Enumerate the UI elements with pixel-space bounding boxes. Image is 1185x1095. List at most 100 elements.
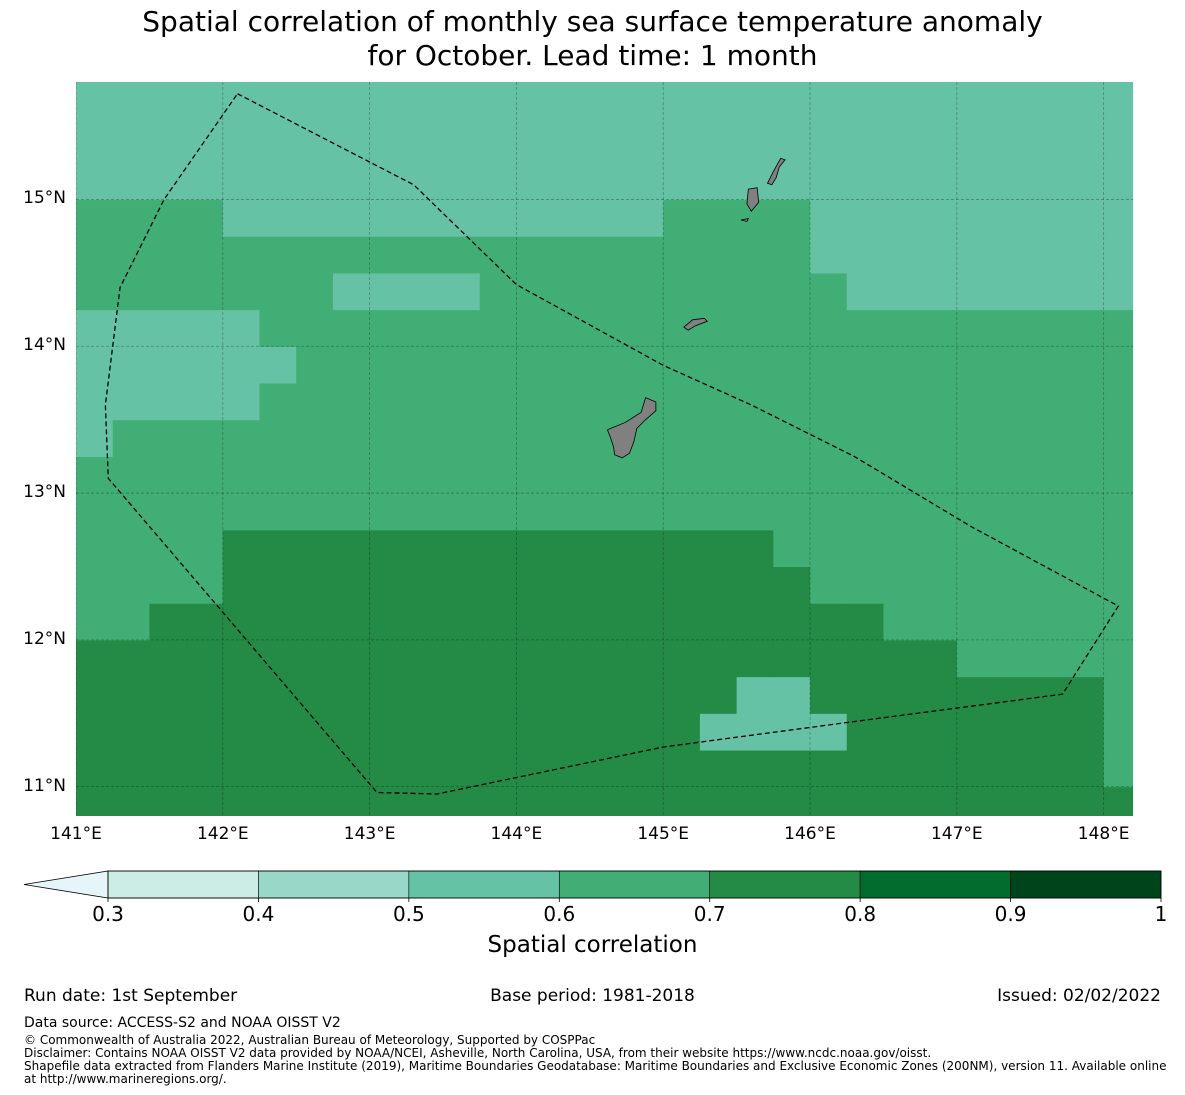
grid-cell: [259, 82, 297, 90]
grid-cell: [1103, 272, 1133, 311]
grid-cell: [186, 16, 223, 53]
grid-cell: [1103, 309, 1133, 347]
grid-cell: [993, 456, 1031, 494]
grid-cell: [76, 272, 114, 311]
grid-cell: [76, 676, 114, 714]
grid-cell: [516, 566, 554, 604]
colorbar-tick-label: 1: [1154, 902, 1168, 926]
grid-cell: [589, 236, 628, 274]
grid-cell: [626, 82, 664, 90]
grid-cell: [1030, 676, 1068, 714]
grid-cell: [553, 566, 591, 604]
grid-cell: [736, 529, 774, 568]
grid-cell: [443, 419, 481, 457]
grid-cell: [920, 126, 958, 164]
grid-cell: [1103, 456, 1133, 494]
grid-cell: [1030, 82, 1068, 90]
island-saipan: [766, 157, 786, 186]
grid-cell: [1066, 382, 1105, 421]
grid-cell: [846, 382, 885, 421]
grid-cell: [993, 786, 1031, 816]
grid-cell: [773, 456, 811, 494]
grid-cell: [553, 676, 591, 714]
grid-cell: [699, 346, 738, 384]
grid-cell: [736, 493, 774, 531]
colorbar-segment: [258, 870, 410, 899]
grid-cell: [369, 676, 407, 714]
grid-cell: [406, 382, 444, 421]
grid-cell: [589, 493, 628, 531]
grid-cell: [443, 786, 481, 816]
grid-cell: [222, 749, 261, 788]
grid-cell: [700, 0, 737, 17]
grid-cell: [222, 786, 261, 816]
grid-cell: [516, 419, 554, 457]
grid-cell: [1066, 529, 1105, 568]
grid-cell: [296, 89, 334, 127]
lat-tick-label: 11°N: [23, 775, 66, 796]
grid-cell: [186, 419, 224, 457]
grid-cell: [112, 89, 151, 127]
grid-cell: [296, 199, 334, 237]
grid-cell: [993, 382, 1031, 421]
grid-cell: [810, 82, 848, 90]
grid-cell: [1103, 566, 1133, 604]
grid-cell: [259, 493, 297, 531]
grid-cell: [589, 786, 628, 816]
grid-cell: [810, 346, 848, 384]
colorbar-tick-label: 0.8: [844, 902, 877, 926]
lat-tick-label: 13°N: [23, 482, 66, 503]
lon-tick-label: 143°E: [343, 824, 396, 844]
grid-cell: [956, 89, 995, 127]
grid-cell: [993, 309, 1031, 347]
grid-cell: [333, 0, 370, 17]
grid-cell: [846, 82, 885, 90]
grid-cell: [736, 639, 774, 678]
grid-cell: [113, 16, 150, 53]
grid-cell: [663, 126, 701, 164]
grid-cell: [222, 456, 261, 494]
grid-cell: [699, 786, 738, 816]
grid-cell: [846, 676, 885, 714]
grid-cell: [333, 16, 370, 53]
grid-cell: [810, 456, 848, 494]
grid-cell: [736, 749, 774, 788]
grid-cell: [993, 749, 1031, 788]
shapefile-credit-line-2: at http://www.marineregions.org/.: [24, 1072, 227, 1086]
grid-cell: [222, 272, 261, 311]
grid-cell: [443, 713, 481, 751]
grid-cell: [773, 236, 811, 274]
grid-cell: [663, 749, 701, 788]
grid-cell: [957, 0, 994, 17]
grid-cell: [186, 382, 224, 421]
grid-cell: [956, 566, 995, 604]
grid-cell: [443, 346, 481, 384]
grid-cell: [846, 456, 885, 494]
grid-cell: [846, 126, 885, 164]
grid-cell: [149, 346, 187, 384]
grid-cell: [773, 272, 811, 311]
grid-cell: [699, 272, 738, 311]
grid-cell: [589, 382, 628, 421]
colorbar-segment: [1010, 870, 1162, 899]
grid-cell: [112, 676, 151, 714]
grid-cell: [149, 676, 187, 714]
grid-cell: [296, 456, 334, 494]
grid-cell: [332, 82, 371, 90]
grid-cell: [332, 529, 371, 568]
grid-cell: [516, 16, 553, 53]
grid-cell: [1103, 236, 1133, 274]
grid-cell: [736, 566, 774, 604]
grid-cell: [810, 126, 848, 164]
grid-cell: [699, 676, 738, 714]
grid-cell: [626, 272, 664, 311]
grid-cell: [920, 82, 958, 90]
grid-cell: [479, 493, 518, 531]
grid-cell: [773, 309, 811, 347]
grid-cell: [406, 639, 444, 678]
grid-cell: [993, 346, 1031, 384]
grid-cell: [479, 566, 518, 604]
grid-cell: [810, 786, 848, 816]
eez-line: [104, 93, 1120, 795]
